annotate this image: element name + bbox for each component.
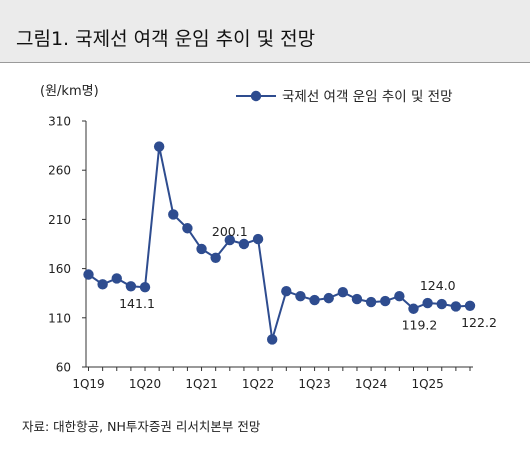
- source-note: 자료: 대한항공, NH투자증권 리서치본부 전망: [22, 419, 261, 434]
- data-label: 124.0: [420, 278, 456, 293]
- y-tick-label: 160: [48, 262, 71, 276]
- data-point: [153, 141, 165, 152]
- x-axis: 1Q19 1Q20 1Q21 1Q22 1Q23 1Q24 1Q25: [72, 366, 473, 391]
- data-point: [252, 233, 264, 245]
- y-tick-label: 310: [48, 115, 71, 129]
- x-tick-label: 1Q22: [242, 377, 274, 391]
- data-point: [365, 296, 377, 308]
- data-point: [450, 301, 462, 312]
- data-point: [337, 287, 349, 298]
- data-point: [97, 279, 108, 290]
- data-label: 122.2: [461, 315, 497, 330]
- data-point: [111, 273, 122, 284]
- data-point: [408, 303, 419, 314]
- data-point: [196, 243, 207, 255]
- data-point: [281, 286, 292, 297]
- y-axis-unit-label: (원/km명): [40, 84, 99, 99]
- data-point: [266, 334, 278, 345]
- x-tick-label: 1Q20: [129, 377, 161, 391]
- page-title: 그림1. 국제선 여객 운임 추이 및 전망: [16, 28, 316, 50]
- data-label: 141.1: [119, 296, 155, 311]
- x-tick-label: 1Q24: [355, 377, 387, 391]
- x-tick-label: 1Q19: [72, 377, 104, 391]
- y-tick-label: 210: [48, 213, 71, 227]
- data-point: [351, 293, 363, 305]
- series-line: [87, 145, 471, 341]
- data-label: 200.1: [212, 224, 248, 239]
- data-point: [210, 252, 221, 263]
- data-point: [309, 294, 320, 306]
- x-tick-label: 1Q21: [185, 377, 217, 391]
- data-point: [394, 290, 405, 302]
- data-point: [436, 298, 447, 310]
- y-tick-label: 260: [48, 164, 71, 178]
- data-point: [182, 223, 193, 234]
- data-point: [464, 300, 476, 311]
- data-point: [224, 234, 235, 246]
- data-point: [168, 209, 179, 220]
- data-point: [238, 238, 250, 250]
- data-point: [139, 281, 151, 293]
- data-point: [323, 292, 334, 304]
- data-point: [295, 290, 306, 302]
- data-label: 119.2: [402, 318, 438, 333]
- data-point: [125, 281, 137, 292]
- x-tick-label: 1Q25: [411, 377, 443, 391]
- data-point: [380, 295, 391, 307]
- data-point: [422, 297, 433, 309]
- y-tick-label: 60: [56, 361, 71, 375]
- title-divider: [0, 62, 530, 63]
- annotation-layer: 141.1 200.1 119.2 124.0 122.2: [119, 224, 497, 333]
- legend-marker: [250, 90, 262, 102]
- data-point: [83, 269, 94, 280]
- chart-legend: 국제선 여객 운임 추이 및 전망: [236, 89, 453, 105]
- y-tick-label: 110: [48, 311, 71, 325]
- x-tick-label: 1Q23: [298, 377, 330, 391]
- title-band: [0, 0, 530, 62]
- y-axis: 60 110 160 210 260 310: [48, 115, 87, 375]
- series-layer: [83, 141, 476, 345]
- legend-label: 국제선 여객 운임 추이 및 전망: [282, 89, 453, 105]
